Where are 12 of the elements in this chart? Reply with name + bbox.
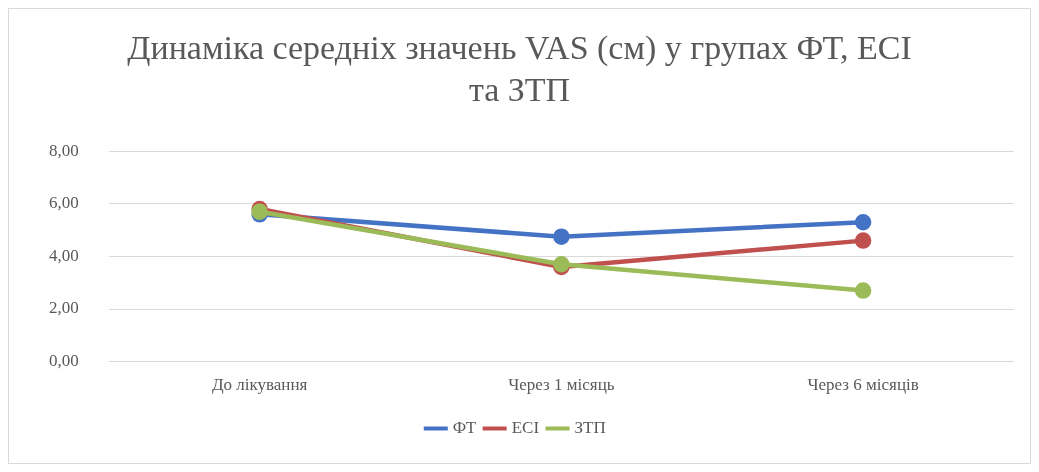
x-tick-label: До лікування <box>211 375 308 395</box>
x-tick-label: Через 1 місяць <box>508 375 615 395</box>
legend-label: ФТ <box>452 417 477 437</box>
y-tick-label: 2,00 <box>49 298 79 318</box>
chart-title: Динаміка середніх значень VAS (см) у групах ФТ, ЕСІ та ЗТП <box>126 28 913 110</box>
y-tick-label: 8,00 <box>49 140 79 160</box>
y-tick-label: 6,00 <box>49 193 79 213</box>
x-tick-label: Через 6 місяців <box>807 375 919 395</box>
y-tick-label: 0,00 <box>49 351 79 371</box>
legend-label: ЕСІ <box>511 417 540 437</box>
legend-label: ЗТП <box>574 417 606 437</box>
y-tick-label: 4,00 <box>49 245 79 265</box>
